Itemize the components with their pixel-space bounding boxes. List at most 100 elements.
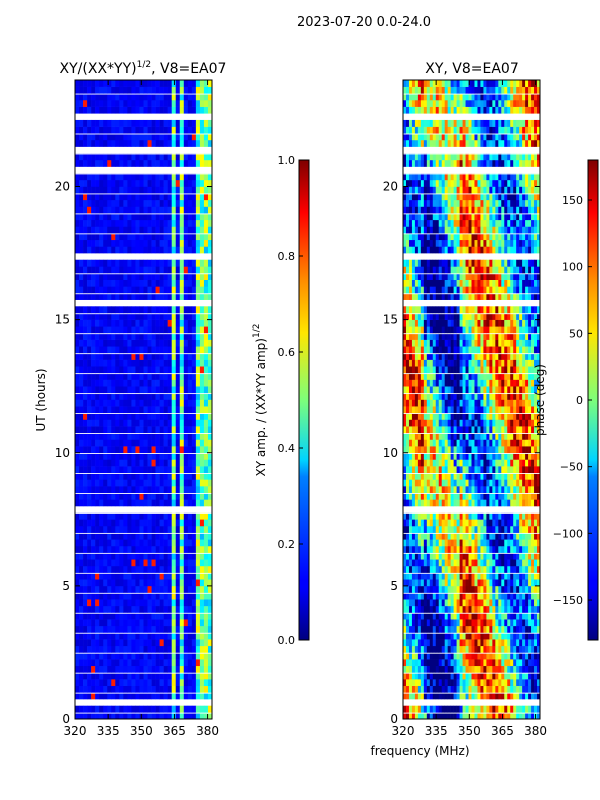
heatmap-cell: [159, 486, 164, 493]
heatmap-cell: [123, 565, 128, 573]
heatmap-cell: [465, 452, 469, 460]
heatmap-cell: [143, 665, 148, 673]
heatmap-cell: [480, 512, 484, 520]
heatmap-cell: [435, 432, 440, 440]
heatmap-cell: [480, 599, 484, 607]
heatmap-cell: [456, 605, 460, 613]
heatmap-cell: [175, 346, 181, 354]
heatmap-cell: [163, 273, 168, 280]
heatmap-cell: [155, 592, 160, 600]
heatmap-cell: [79, 612, 84, 620]
heatmap-cell: [151, 472, 156, 480]
heatmap-cell: [203, 273, 209, 280]
heatmap-cell: [139, 492, 144, 500]
heatmap-cell: [423, 446, 428, 454]
heatmap-cell: [480, 559, 484, 567]
heatmap-cell: [135, 86, 140, 94]
heatmap-cell: [119, 565, 124, 573]
heatmap-cell: [522, 452, 526, 460]
heatmap-cell: [408, 612, 413, 620]
heatmap-cell: [447, 452, 451, 460]
heatmap-cell: [504, 539, 508, 547]
heatmap-cell: [429, 685, 434, 693]
heatmap-cell: [417, 565, 422, 573]
heatmap-cell: [525, 645, 529, 653]
flagged-row-line: [75, 612, 212, 614]
heatmap-cell: [199, 399, 205, 407]
heatmap-cell: [187, 599, 193, 607]
heatmap-cell: [459, 705, 463, 713]
heatmap-cell: [417, 452, 422, 460]
heatmap-cell: [147, 199, 152, 207]
heatmap-cell: [135, 139, 140, 147]
heatmap-cell: [123, 432, 128, 440]
heatmap-cell: [151, 585, 156, 593]
heatmap-cell: [167, 359, 173, 367]
heatmap-cell: [531, 652, 535, 660]
heatmap-cell: [456, 559, 460, 567]
heatmap-cell: [139, 179, 144, 187]
heatmap-cell: [462, 565, 466, 573]
heatmap-cell: [444, 599, 448, 607]
heatmap-cell: [159, 466, 164, 474]
heatmap-cell: [516, 645, 520, 653]
heatmap-cell: [179, 399, 185, 407]
heatmap-cell: [135, 379, 140, 387]
heatmap-cell: [516, 492, 520, 500]
heatmap-cell: [75, 532, 80, 540]
heatmap-cell: [139, 705, 144, 713]
heatmap-cell: [155, 672, 160, 680]
heatmap-cell: [111, 133, 116, 141]
heatmap-cell: [408, 672, 413, 680]
heatmap-cell: [447, 639, 451, 647]
heatmap-cell: [191, 239, 197, 247]
heatmap-cell: [131, 585, 136, 593]
heatmap-cell: [417, 632, 422, 640]
heatmap-cell: [183, 672, 189, 680]
heatmap-cell: [444, 712, 448, 720]
heatmap-cell: [143, 346, 148, 354]
heatmap-cell: [91, 106, 96, 114]
heatmap-cell: [537, 605, 541, 613]
heatmap-cell: [492, 625, 496, 633]
heatmap-cell: [423, 565, 428, 573]
heatmap-cell: [438, 572, 443, 580]
heatmap-cell: [471, 625, 475, 633]
heatmap-cell: [159, 372, 164, 380]
heatmap-cell: [135, 705, 140, 713]
heatmap-cell: [127, 632, 132, 640]
heatmap-cell: [432, 472, 437, 480]
heatmap-cell: [468, 452, 472, 460]
heatmap-cell: [127, 239, 132, 247]
heatmap-cell: [151, 359, 156, 367]
heatmap-cell: [199, 712, 205, 720]
heatmap-cell: [139, 565, 144, 573]
heatmap-cell: [199, 479, 205, 487]
heatmap-cell: [119, 692, 124, 700]
heatmap-cell: [147, 499, 152, 507]
heatmap-cell: [91, 639, 96, 647]
heatmap-cell: [155, 279, 160, 287]
heatmap-cell: [119, 539, 124, 547]
heatmap-cell: [525, 652, 529, 660]
heatmap-cell: [171, 639, 177, 647]
heatmap-cell: [163, 326, 168, 334]
heatmap-cell: [191, 492, 197, 500]
heatmap-cell: [183, 439, 189, 447]
heatmap-cell: [417, 519, 422, 527]
heatmap-cell: [516, 565, 520, 573]
heatmap-cell: [123, 233, 128, 241]
heatmap-cell: [465, 479, 469, 487]
heatmap-cell: [453, 432, 457, 440]
heatmap-cell: [453, 492, 457, 500]
heatmap-cell: [534, 565, 538, 573]
heatmap-cell: [435, 652, 440, 660]
heatmap-cell: [199, 539, 205, 547]
heatmap-cell: [155, 173, 160, 181]
heatmap-cell: [203, 266, 209, 274]
heatmap-cell: [531, 532, 535, 540]
heatmap-cell: [474, 486, 478, 493]
heatmap-cell: [195, 705, 201, 713]
heatmap-cell: [135, 133, 140, 141]
heatmap-cell: [483, 585, 487, 593]
